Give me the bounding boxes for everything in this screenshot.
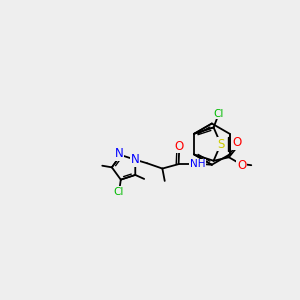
Text: O: O	[237, 159, 246, 172]
Text: S: S	[217, 138, 224, 151]
Text: NH: NH	[190, 159, 206, 169]
Text: Cl: Cl	[114, 187, 124, 197]
Text: Cl: Cl	[214, 109, 224, 119]
Text: O: O	[175, 140, 184, 153]
Text: N: N	[115, 147, 124, 160]
Text: N: N	[131, 153, 140, 166]
Text: O: O	[232, 136, 242, 149]
